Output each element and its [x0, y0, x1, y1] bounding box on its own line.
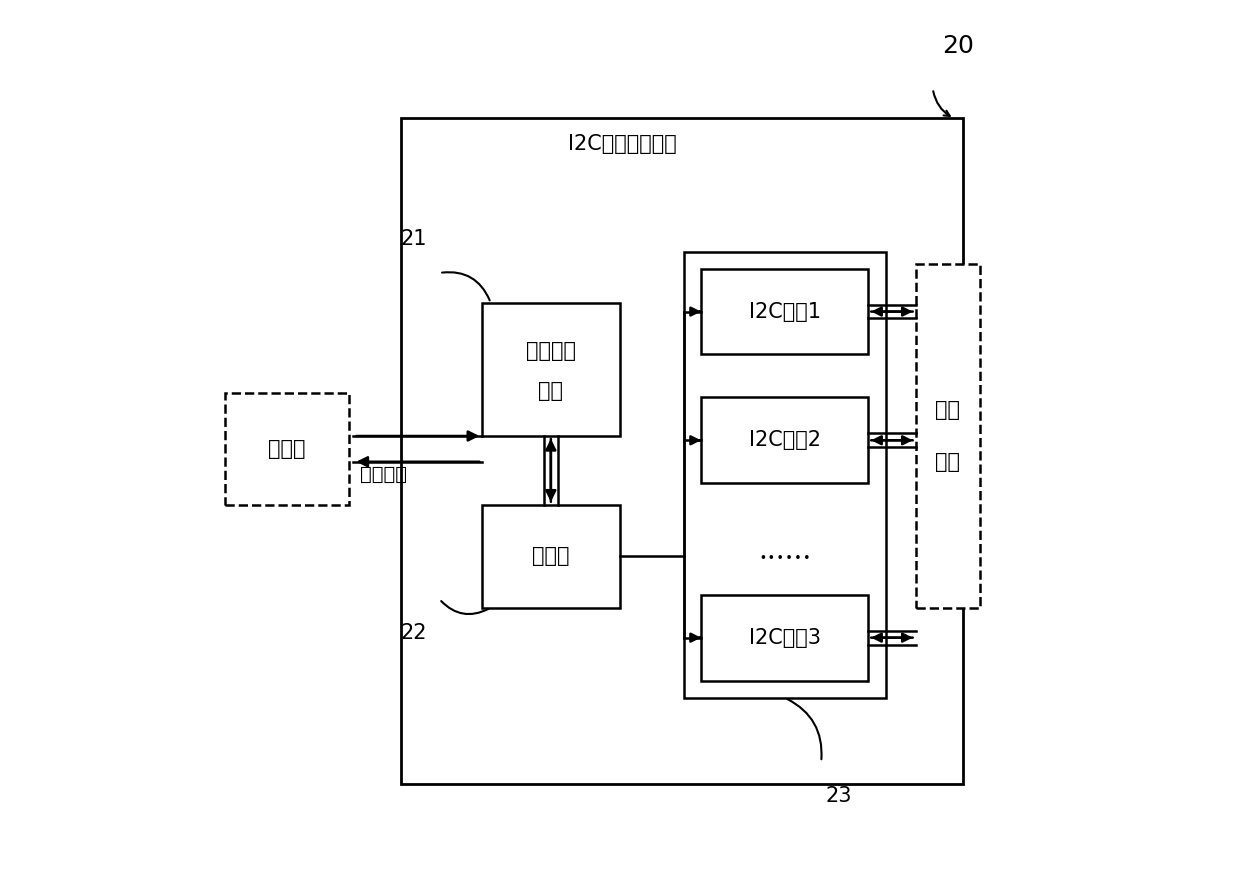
Text: 设备: 设备 [935, 452, 960, 472]
Bar [701, 398, 869, 483]
Bar [701, 595, 869, 680]
Text: 23: 23 [825, 787, 851, 807]
Text: I2C外设1: I2C外设1 [748, 302, 820, 322]
Text: 20: 20 [943, 33, 974, 58]
Bar [224, 393, 349, 505]
Text: 系统总线: 系统总线 [361, 465, 408, 484]
Bar [701, 269, 869, 355]
Text: 22: 22 [400, 623, 426, 644]
Bar [916, 264, 980, 608]
Text: 系统总线: 系统总线 [525, 341, 576, 361]
Text: 处理器: 处理器 [268, 439, 306, 459]
Text: 外部: 外部 [935, 400, 960, 420]
Text: I2C总线扩展接口: I2C总线扩展接口 [567, 134, 676, 154]
Text: I2C外设2: I2C外设2 [748, 430, 820, 450]
Bar [684, 251, 886, 698]
Bar [482, 303, 620, 436]
Text: 接口: 接口 [539, 381, 564, 401]
Text: ......: ...... [758, 538, 812, 565]
Bar [482, 505, 620, 608]
Text: 控制器: 控制器 [532, 546, 570, 566]
Text: I2C外设3: I2C外设3 [748, 628, 820, 648]
Text: 21: 21 [400, 228, 426, 249]
Bar [400, 119, 963, 784]
